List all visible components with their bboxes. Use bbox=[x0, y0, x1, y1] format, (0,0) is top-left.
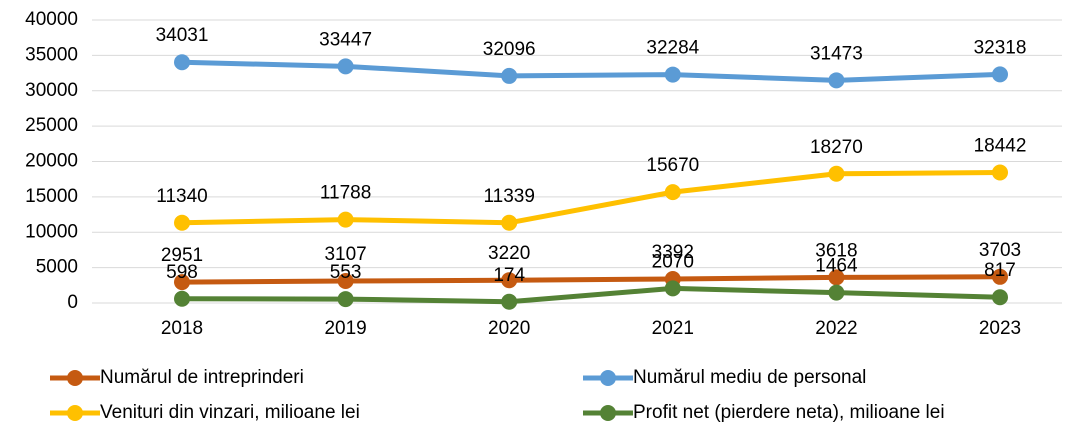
data-label: 1464 bbox=[815, 256, 858, 277]
point bbox=[992, 268, 1008, 285]
data-label: 2951 bbox=[161, 245, 203, 266]
y-tick-label: 10000 bbox=[25, 221, 78, 242]
point bbox=[664, 66, 681, 83]
point bbox=[337, 291, 354, 308]
data-label: 3618 bbox=[815, 240, 857, 261]
x-tick-label: 2018 bbox=[161, 318, 203, 339]
legend-marker bbox=[600, 405, 616, 421]
series-line bbox=[181, 274, 1001, 285]
y-tick-label: 0 bbox=[67, 292, 78, 313]
y-tick-label: 15000 bbox=[25, 186, 78, 207]
y-tick-label: 40000 bbox=[25, 9, 78, 30]
legend-label: Numărul de intreprinderi bbox=[100, 367, 304, 388]
data-label: 11340 bbox=[156, 186, 207, 207]
y-tick-label: 25000 bbox=[25, 115, 78, 136]
data-label: 817 bbox=[984, 260, 1016, 281]
legend-label: Numărul mediu de personal bbox=[633, 367, 866, 388]
point bbox=[501, 67, 518, 84]
data-label: 3703 bbox=[979, 240, 1021, 261]
x-tick-label: 2021 bbox=[652, 318, 694, 339]
data-label: 32318 bbox=[974, 37, 1027, 58]
series-line bbox=[181, 285, 1001, 305]
legend-marker bbox=[600, 370, 616, 386]
series-line bbox=[181, 59, 1001, 83]
data-label: 11788 bbox=[320, 183, 371, 204]
x-tick-label: 2019 bbox=[324, 318, 366, 339]
point bbox=[501, 214, 518, 231]
data-label: 174 bbox=[493, 265, 525, 286]
y-tick-label: 20000 bbox=[25, 151, 78, 172]
point bbox=[174, 214, 190, 231]
point bbox=[337, 58, 354, 75]
point bbox=[337, 211, 354, 228]
data-label: 3220 bbox=[488, 243, 530, 264]
data-label: 31473 bbox=[810, 43, 863, 64]
data-label: 32096 bbox=[483, 39, 536, 60]
x-tick-label: 2020 bbox=[488, 318, 530, 339]
point bbox=[828, 72, 845, 89]
data-label: 32284 bbox=[646, 38, 699, 59]
y-tick-label: 35000 bbox=[25, 44, 78, 65]
point bbox=[337, 273, 354, 290]
point bbox=[664, 280, 681, 297]
data-label: 18442 bbox=[974, 136, 1027, 157]
legend-marker bbox=[67, 370, 83, 386]
legend-label: Venituri din vinzari, milioane lei bbox=[100, 402, 360, 423]
data-label: 34031 bbox=[156, 25, 209, 46]
point bbox=[992, 66, 1008, 83]
point bbox=[828, 284, 845, 301]
y-tick-label: 5000 bbox=[36, 257, 78, 278]
data-label: 33447 bbox=[319, 29, 372, 50]
point bbox=[828, 269, 845, 286]
point bbox=[174, 54, 190, 71]
legend-label: Profit net (pierdere neta), milioane lei bbox=[633, 402, 945, 423]
data-label: 3392 bbox=[652, 242, 694, 263]
data-label: 11339 bbox=[483, 186, 534, 207]
point bbox=[174, 290, 190, 307]
point bbox=[501, 293, 518, 310]
data-label: 3107 bbox=[324, 244, 366, 265]
data-label: 598 bbox=[166, 262, 198, 283]
point bbox=[664, 184, 681, 201]
point bbox=[828, 165, 845, 182]
x-tick-label: 2022 bbox=[815, 318, 857, 339]
y-tick-label: 30000 bbox=[25, 80, 78, 101]
legend-marker bbox=[67, 405, 83, 421]
point bbox=[992, 164, 1008, 181]
point bbox=[992, 289, 1008, 306]
x-tick-label: 2023 bbox=[979, 318, 1021, 339]
data-label: 553 bbox=[330, 262, 362, 283]
data-label: 2070 bbox=[652, 251, 694, 272]
point bbox=[501, 272, 518, 289]
data-label: 15670 bbox=[646, 155, 699, 176]
series-line bbox=[181, 170, 1001, 226]
data-label: 18270 bbox=[810, 137, 863, 158]
point bbox=[174, 274, 190, 291]
